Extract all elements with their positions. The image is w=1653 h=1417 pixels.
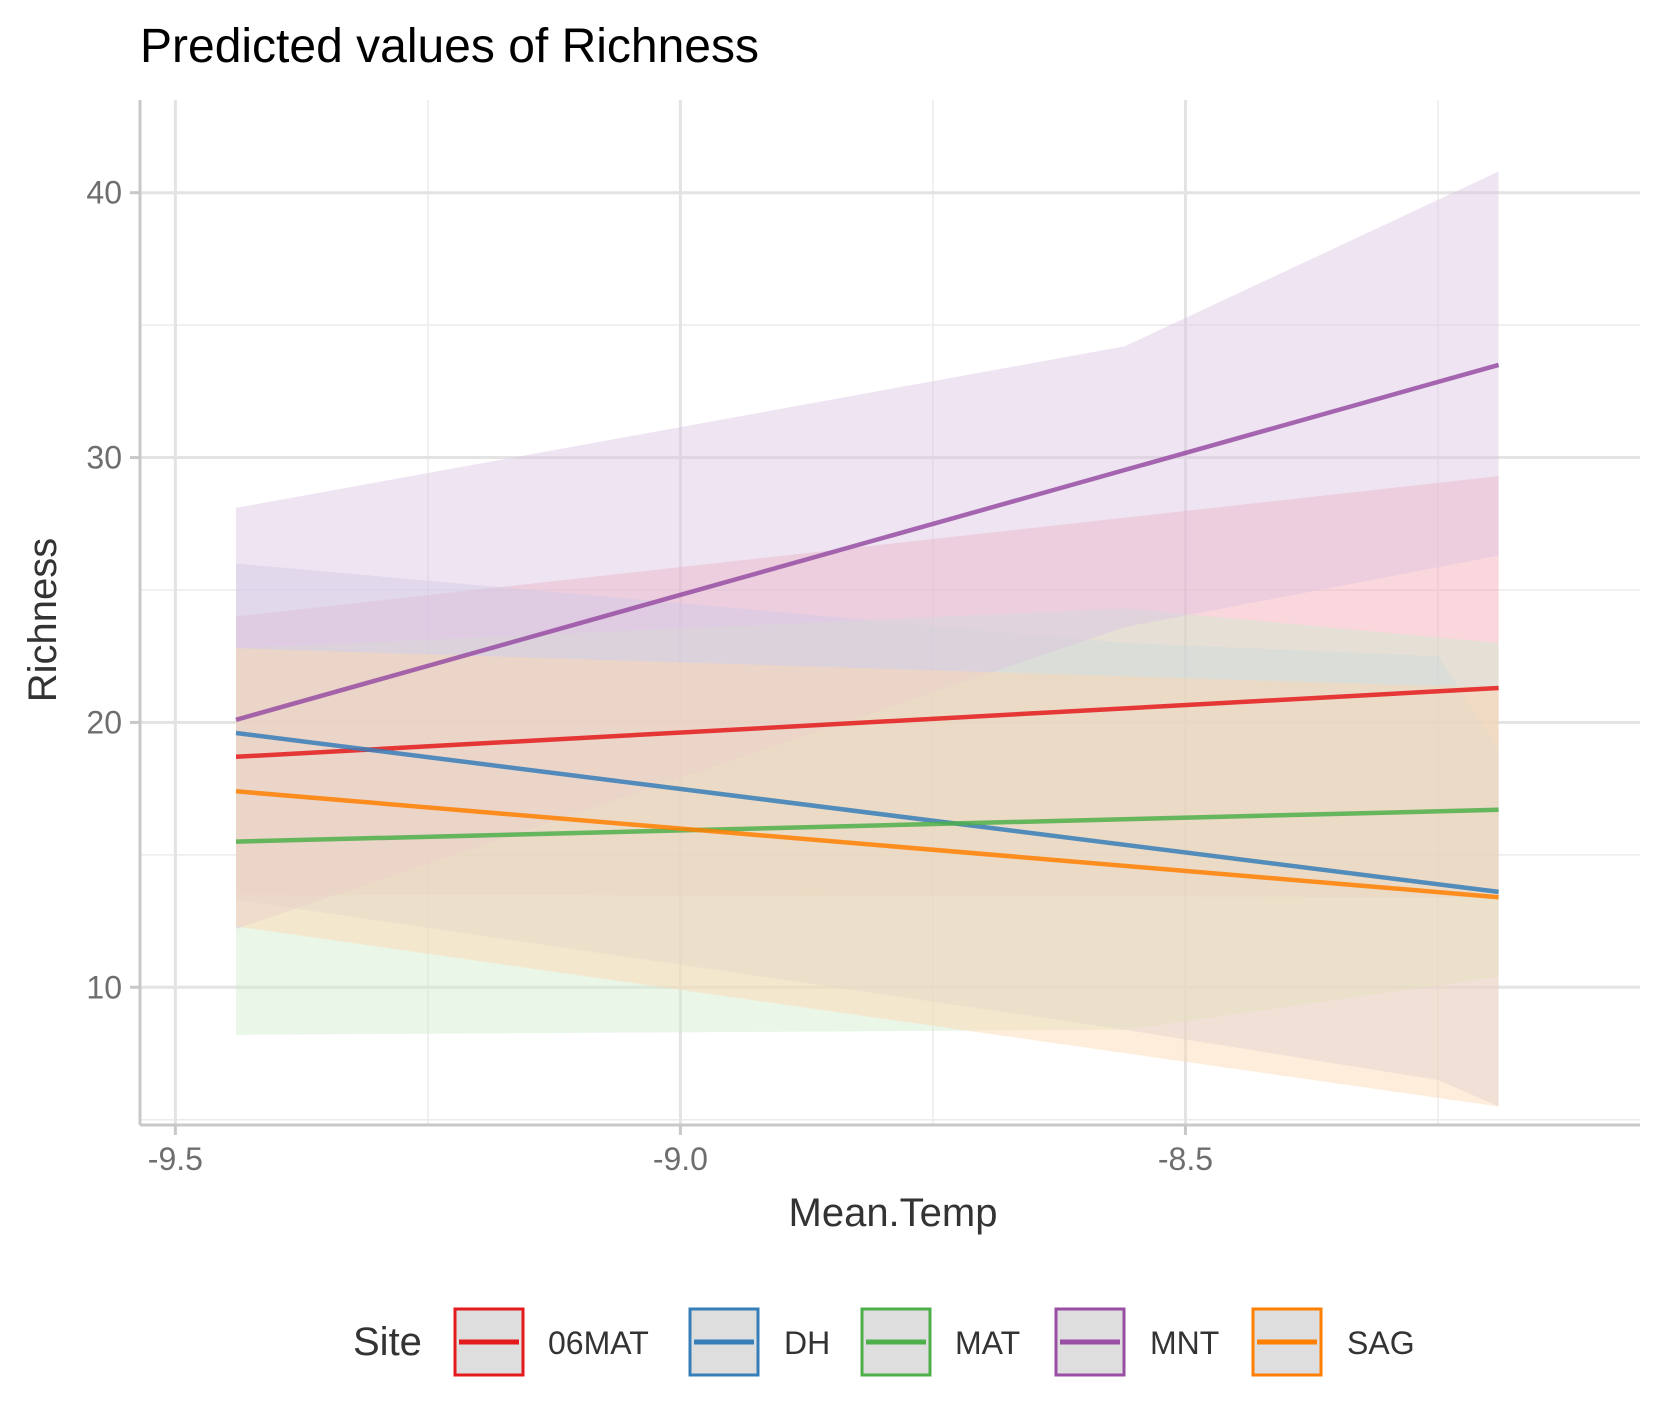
series-line-06mat — [235, 685, 1499, 760]
series-lines — [235, 362, 1500, 900]
series-line-dh — [235, 730, 1499, 895]
ci-band-06mat — [236, 476, 1499, 898]
ci-band-dh — [236, 563, 1499, 1107]
y-tick-label: 30 — [86, 440, 122, 476]
ci-band-mat — [236, 608, 1499, 1035]
series-line-mat — [235, 807, 1499, 844]
legend-item-mnt: MNT — [1054, 1307, 1219, 1377]
y-tick-label: 20 — [86, 704, 122, 740]
y-tick-label: 10 — [86, 969, 122, 1005]
legend: Site 06MAT DH MAT MNT SAG — [353, 1307, 1415, 1377]
legend-label-06mat: 06MAT — [548, 1325, 649, 1361]
legend-label-dh: DH — [784, 1325, 830, 1361]
legend-item-mat: MAT — [860, 1307, 1020, 1377]
legend-item-sag: SAG — [1251, 1307, 1415, 1377]
legend-item-dh: DH — [688, 1307, 830, 1377]
grid — [140, 100, 1640, 1125]
ci-band-sag — [236, 648, 1499, 1107]
legend-label-mnt: MNT — [1150, 1325, 1219, 1361]
x-tick-label: -9.0 — [653, 1141, 708, 1177]
legend-title: Site — [353, 1320, 422, 1364]
series-line-mnt — [235, 362, 1500, 722]
x-tick-label: -9.5 — [148, 1141, 203, 1177]
legend-label-sag: SAG — [1347, 1325, 1415, 1361]
chart-title: Predicted values of Richness — [140, 20, 759, 73]
confidence-bands — [236, 171, 1499, 1107]
legend-label-mat: MAT — [955, 1325, 1020, 1361]
y-tick-label: 40 — [86, 175, 122, 211]
axes: -9.5 -9.0 -8.5 10 20 30 40 — [86, 100, 1640, 1177]
x-axis-title: Mean.Temp — [789, 1191, 998, 1235]
legend-item-06mat: 06MAT — [453, 1307, 649, 1377]
x-tick-label: -8.5 — [1158, 1141, 1213, 1177]
y-axis-title: Richness — [21, 538, 65, 703]
series-line-sag — [235, 789, 1499, 900]
